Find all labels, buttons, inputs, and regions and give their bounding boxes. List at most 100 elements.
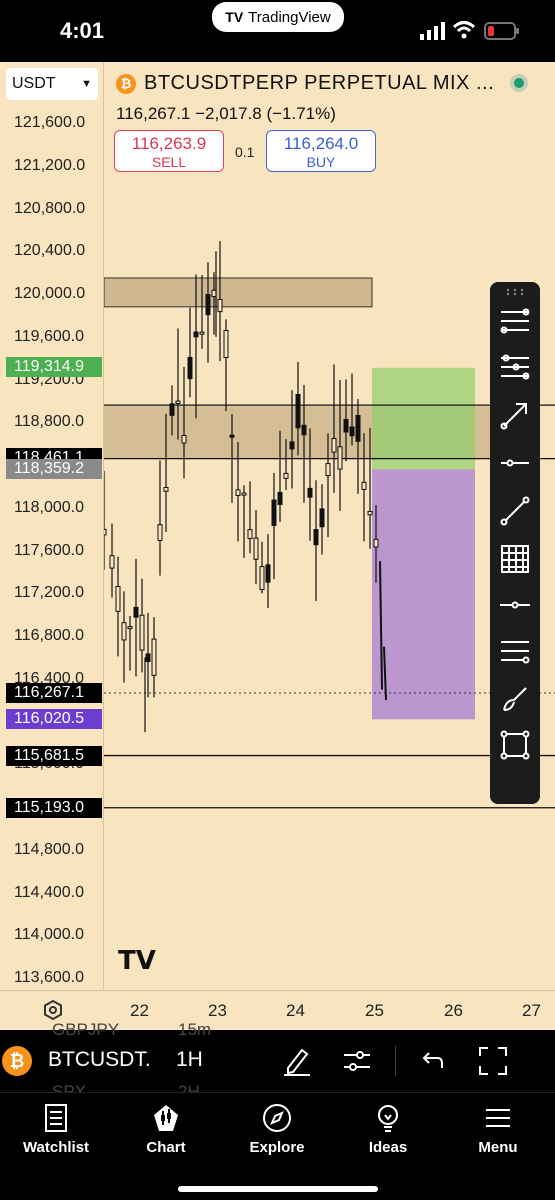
price-tick: 120,000.0 bbox=[14, 285, 86, 302]
time-tick: 22 bbox=[130, 1001, 149, 1020]
sell-button[interactable]: 116,263.9 SELL bbox=[114, 130, 224, 172]
time-tick: 23 bbox=[208, 1001, 227, 1020]
tab-watchlist[interactable]: Watchlist bbox=[6, 1103, 106, 1156]
candle-body bbox=[289, 441, 295, 450]
battery-icon bbox=[484, 22, 519, 40]
candle-body bbox=[337, 446, 343, 470]
chart-area[interactable]: 121,600.0 121,200.0 120,800.0 120,400.0 120,… bbox=[0, 62, 555, 990]
price-tick: 116,800.0 bbox=[14, 627, 84, 644]
candle-body bbox=[325, 463, 331, 477]
price-label: 115,193.0 bbox=[6, 797, 102, 818]
bitcoin-icon: ₿ bbox=[116, 74, 136, 94]
chevron-down-icon: ▼ bbox=[81, 78, 92, 90]
drawing-toolbar[interactable] bbox=[490, 282, 540, 804]
watchlist-icon bbox=[45, 1104, 67, 1132]
candle-body bbox=[109, 555, 115, 569]
last-price-change: 116,267.1 −2,017.8 (−1.71%) bbox=[116, 104, 336, 123]
horizontal-line-icon[interactable] bbox=[498, 588, 532, 622]
price-tick: 113,600.0 bbox=[14, 969, 84, 986]
tab-menu[interactable]: Menu bbox=[448, 1103, 548, 1156]
price-tick: 116,400.0 bbox=[14, 669, 84, 687]
buy-label: BUY bbox=[306, 154, 336, 170]
app-pill[interactable]: TV TradingView bbox=[212, 2, 344, 32]
fib-extension-icon[interactable] bbox=[498, 350, 532, 384]
candle-wick bbox=[383, 646, 387, 701]
tab-explore[interactable]: Explore bbox=[227, 1103, 327, 1156]
toolbar-divider bbox=[395, 1046, 396, 1076]
ghost-interval: 15m bbox=[178, 1020, 212, 1039]
candle-body bbox=[229, 434, 235, 438]
time-tick: 25 bbox=[365, 1001, 384, 1020]
price-label: 119,314.9 bbox=[6, 357, 102, 378]
fib-retracement-icon[interactable] bbox=[498, 304, 532, 338]
order-quantity[interactable]: 0.1 bbox=[235, 144, 255, 160]
price-scale[interactable]: 121,600.0 121,200.0 120,800.0 120,400.0 120,… bbox=[0, 62, 104, 990]
drag-handle-icon[interactable] bbox=[505, 288, 525, 296]
price-tick: 114,800.0 bbox=[14, 840, 84, 858]
candle-body bbox=[343, 418, 349, 433]
undo-icon[interactable] bbox=[414, 1044, 448, 1078]
price-tick: 117,200.0 bbox=[14, 584, 84, 602]
ghost-symbol: GBPJPY bbox=[52, 1020, 120, 1039]
price-tick: 118,000.0 bbox=[14, 498, 84, 516]
price-label: 116,267.1 bbox=[6, 682, 102, 703]
tab-ideas[interactable]: Ideas bbox=[338, 1103, 438, 1156]
candle-body bbox=[235, 489, 241, 496]
app-pill-label: TradingView bbox=[248, 8, 331, 26]
price-label: 115,681.5 bbox=[6, 745, 102, 766]
menu-icon bbox=[486, 1109, 510, 1127]
grid-icon[interactable] bbox=[498, 542, 532, 576]
time-tick: 26 bbox=[444, 1001, 463, 1020]
candle-body bbox=[115, 586, 121, 612]
price-tick: 114,400.0 bbox=[14, 883, 84, 901]
candle-body bbox=[313, 529, 319, 546]
horizontal-ray-icon[interactable] bbox=[498, 446, 532, 480]
sell-label: SELL bbox=[151, 154, 187, 170]
candle-body bbox=[145, 653, 151, 662]
currency-select[interactable]: USDT ▼ bbox=[6, 68, 98, 100]
candle-body bbox=[319, 508, 325, 528]
candle-body bbox=[163, 486, 169, 492]
settings-hexagon-icon[interactable] bbox=[42, 999, 64, 1021]
candle-body bbox=[349, 426, 355, 437]
trend-line-icon[interactable] bbox=[498, 494, 532, 528]
buy-button[interactable]: 116,264.0 BUY bbox=[266, 130, 376, 172]
candle-body bbox=[175, 400, 181, 405]
price-tick: 121,600.0 bbox=[14, 114, 86, 131]
candle-body bbox=[199, 331, 205, 335]
arrow-icon[interactable] bbox=[498, 398, 532, 432]
symbol-button[interactable]: BTCUSDT. bbox=[48, 1048, 151, 1071]
price-tick: 119,600.0 bbox=[14, 327, 84, 345]
tradingview-watermark-icon: TV bbox=[118, 946, 156, 976]
candle-body bbox=[331, 438, 337, 453]
rectangle-icon[interactable] bbox=[498, 728, 532, 762]
symbol-title[interactable]: BTCUSDTPERP PERPETUAL MIX ... bbox=[144, 72, 495, 94]
time-axis[interactable]: 22 23 24 25 26 27 bbox=[0, 990, 555, 1030]
candle-body bbox=[133, 606, 139, 618]
candle-body bbox=[307, 487, 313, 498]
fullscreen-icon[interactable] bbox=[476, 1044, 510, 1078]
interval-button[interactable]: 1H bbox=[176, 1048, 203, 1071]
brush-icon[interactable] bbox=[498, 682, 532, 716]
candle-body bbox=[217, 298, 223, 313]
price-chart[interactable] bbox=[0, 62, 555, 990]
target-zone bbox=[372, 367, 475, 470]
candle-body bbox=[253, 537, 259, 560]
tab-label: Ideas bbox=[368, 1139, 408, 1156]
candle-body bbox=[301, 424, 307, 436]
tab-chart[interactable]: Chart bbox=[116, 1103, 216, 1156]
indicators-icon[interactable] bbox=[340, 1044, 374, 1078]
candle-body bbox=[151, 638, 157, 676]
candle-wick bbox=[379, 561, 383, 690]
candle-body bbox=[205, 294, 211, 316]
tab-label: Menu bbox=[478, 1139, 518, 1156]
price-label: 118,359.2 bbox=[6, 459, 102, 480]
currency-select-value: USDT bbox=[12, 75, 56, 92]
stop-zone bbox=[372, 469, 475, 720]
parallel-channel-icon[interactable] bbox=[498, 634, 532, 668]
candle-body bbox=[187, 356, 193, 380]
pen-icon[interactable] bbox=[280, 1044, 314, 1078]
sell-price: 116,263.9 bbox=[131, 134, 207, 153]
tab-bar: Watchlist Chart Explore Ideas Menu bbox=[0, 1092, 555, 1200]
compass-icon bbox=[263, 1104, 291, 1132]
